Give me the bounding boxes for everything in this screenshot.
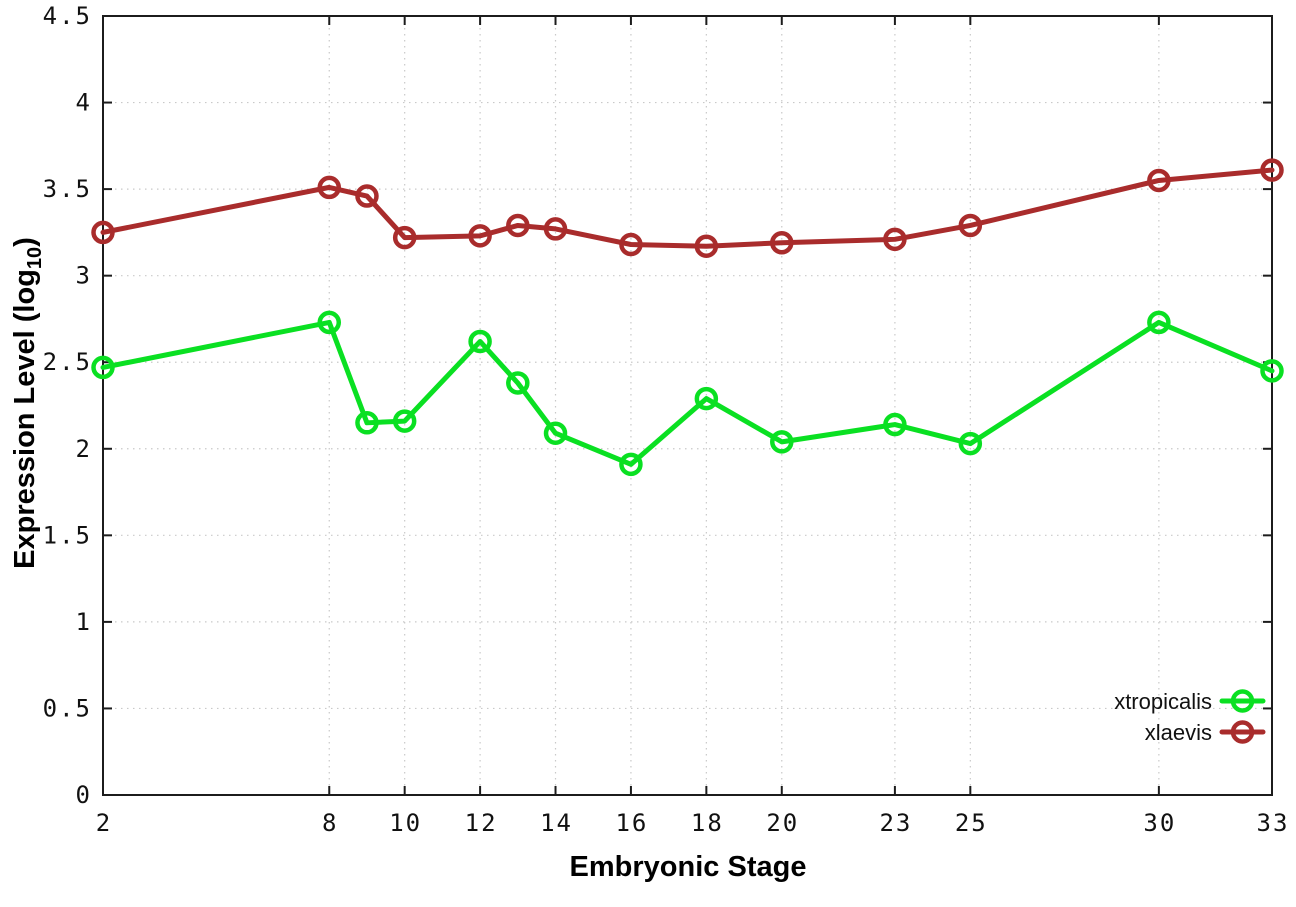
data-point-marker-xtropicalis xyxy=(883,412,907,437)
data-point-marker-xtropicalis xyxy=(694,386,719,411)
x-tick-label: 2 xyxy=(96,809,112,837)
legend-label-xtropicalis: xtropicalis xyxy=(1114,689,1212,714)
legend-marker-sample-xlaevis xyxy=(1230,720,1255,744)
y-tick-label: 1.5 xyxy=(43,521,92,549)
data-point-marker-xtropicalis xyxy=(91,355,115,380)
legend-layer: xtropicalis xlaevis xyxy=(1114,689,1266,745)
plot-border xyxy=(102,15,1273,796)
data-point-marker-xlaevis xyxy=(355,184,379,208)
y-tick-label: 3.5 xyxy=(43,175,92,203)
data-point-marker-xtropicalis xyxy=(506,371,530,395)
data-point-marker-xtropicalis xyxy=(619,452,643,477)
data-point-marker-xlaevis xyxy=(883,227,907,252)
data-point-marker-xlaevis xyxy=(317,175,342,200)
y-tick-label: 2.5 xyxy=(43,348,92,376)
data-point-marker-xtropicalis xyxy=(317,310,342,335)
x-axis-title: Embryonic Stage xyxy=(570,851,807,883)
data-point-marker-xlaevis xyxy=(392,225,417,250)
y-axis-title-subscript: 10 xyxy=(24,247,46,269)
y-tick-label: 4.5 xyxy=(43,2,92,30)
data-point-marker-xlaevis xyxy=(506,213,530,238)
x-tick-label: 18 xyxy=(691,809,724,837)
y-tick-label: 1 xyxy=(76,608,92,636)
x-tick-label: 20 xyxy=(766,809,799,837)
y-tick-label: 3 xyxy=(76,262,92,290)
series-layer xyxy=(91,158,1284,477)
x-tick-label: 8 xyxy=(322,809,338,837)
y-tick-label: 0.5 xyxy=(43,694,92,722)
ticks-layer xyxy=(102,15,1273,796)
data-point-marker-xtropicalis xyxy=(1147,310,1171,335)
data-point-marker-xtropicalis xyxy=(958,431,983,456)
y-axis-title-close: ) xyxy=(9,237,41,247)
data-point-marker-xlaevis xyxy=(1260,158,1284,182)
x-tick-label: 16 xyxy=(615,809,648,837)
x-tick-label: 33 xyxy=(1257,809,1290,837)
tick-labels-layer: 0 0.5 1 1.5 2 2.5 3 3.5 4 4.5 2 8 10 12 14 16 18 20 23 25 30… xyxy=(43,2,1290,837)
series-line-xtropicalis xyxy=(100,319,1275,467)
data-point-marker-xlaevis xyxy=(770,231,794,255)
data-point-marker-xlaevis xyxy=(543,217,568,241)
border-layer xyxy=(102,15,1273,796)
series-line-xlaevis xyxy=(100,167,1275,249)
y-tick-label: 4 xyxy=(76,89,92,117)
data-point-marker-xlaevis xyxy=(1147,168,1171,193)
data-point-marker-xlaevis xyxy=(958,213,983,238)
y-tick-label: 0 xyxy=(76,781,92,809)
data-point-marker-xlaevis xyxy=(619,232,643,257)
x-tick-label: 23 xyxy=(879,809,912,837)
x-tick-label: 12 xyxy=(465,809,498,837)
data-point-marker-xtropicalis xyxy=(392,409,417,433)
data-point-marker-xlaevis xyxy=(468,224,492,248)
data-point-marker-xtropicalis xyxy=(1260,359,1284,383)
x-tick-label: 30 xyxy=(1143,809,1176,837)
y-axis-title: Expression Level (log10) xyxy=(9,237,46,569)
data-point-marker-xtropicalis xyxy=(468,329,492,354)
legend-marker-sample-xtropicalis xyxy=(1230,689,1255,713)
y-tick-label: 2 xyxy=(76,435,92,463)
y-axis-title-main: Expression Level (log xyxy=(9,269,41,569)
grid-layer xyxy=(103,16,1272,795)
data-point-marker-xlaevis xyxy=(694,234,719,258)
data-point-marker-xtropicalis xyxy=(355,411,379,435)
data-point-marker-xtropicalis xyxy=(770,430,794,454)
x-tick-label: 25 xyxy=(955,809,988,837)
x-tick-label: 10 xyxy=(389,809,422,837)
x-tick-label: 14 xyxy=(540,809,573,837)
legend-label-xlaevis: xlaevis xyxy=(1145,720,1212,745)
data-point-marker-xlaevis xyxy=(91,220,115,245)
data-point-marker-xtropicalis xyxy=(543,421,568,445)
